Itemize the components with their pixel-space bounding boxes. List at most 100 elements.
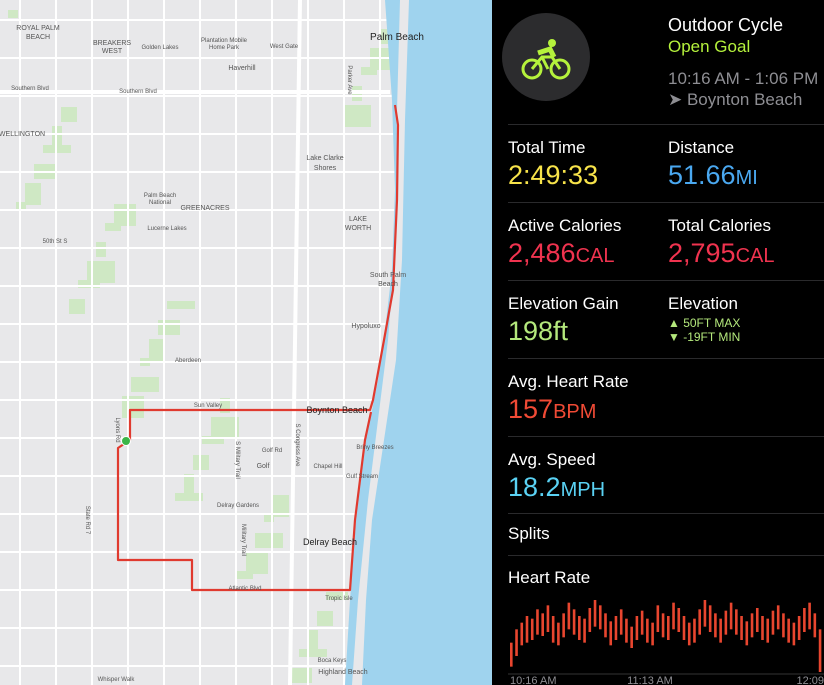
map-park [184,474,194,496]
map-label: Haverhill [228,65,256,72]
heart-rate-bar [787,618,790,643]
x-tick-label: 11:13 AM [627,675,673,685]
heart-rate-bar [557,622,560,646]
heart-rate-bar [609,621,613,646]
workout-title: Outdoor Cycle [668,15,784,35]
heart-rate-bar [598,605,602,630]
map-park [167,301,195,309]
heart-rate-bar [776,605,780,630]
workout-panel: Outdoor Cycle Open Goal 10:16 AM - 1:06 … [492,0,824,685]
heart-rate-bar [724,610,728,635]
map-label: ROYAL PALM [16,25,60,32]
workout-location-row: ➤ Boynton Beach [668,90,803,109]
map-park [308,630,318,652]
map-park [158,320,180,335]
heart-rate-bar [520,622,524,646]
metric-value: 2,795 [668,238,736,268]
metric-value-row: 2,795CAL [668,238,774,269]
metric-unit: CAL [735,245,775,267]
heart-rate-bar [687,622,691,646]
map-park [69,299,85,314]
start-point [121,436,131,446]
metric-label: Elevation [668,294,738,313]
map-label: WELLINGTON [0,131,45,138]
heart-rate-bar [750,613,754,638]
map-label: Palm Beach [144,193,176,199]
map-label: S Congress Ave [294,424,300,468]
separator [508,358,824,359]
heart-rate-bar [808,602,811,630]
map-park [299,649,327,657]
map-park [264,514,274,522]
heart-rate-bar [635,616,639,640]
map-label: BEACH [26,34,50,41]
heart-rate-bar [510,642,513,667]
heart-rate-bar [546,605,550,632]
map-label: Southern Blvd [11,86,49,92]
heart-rate-chart: 10:16 AM 11:13 AM 12:09 [508,600,824,685]
map-label: Aberdeen [175,358,201,364]
separator [508,124,824,125]
metric-unit: MI [735,167,758,189]
heart-rate-bar [588,608,592,632]
map-label: Parker Ave [346,65,352,95]
map-label: West Gate [270,44,299,50]
heart-rate-bar [530,618,534,640]
separator [508,555,824,556]
metric-value-row: 51.66MI [668,160,758,191]
heart-rate-bar [761,616,764,640]
map-label: Home Park [209,45,240,51]
map-park [220,398,230,413]
heart-rate-bar [625,618,628,643]
heart-rate-bar [604,613,607,638]
heart-rate-bar [708,605,712,632]
map-park [105,223,121,231]
map-park [255,533,283,548]
metric-value-row: 157BPM [508,394,596,425]
heart-rate-bar [536,609,539,635]
heart-rate-bar [818,629,822,672]
map-label: Lucerne Lakes [147,226,186,232]
map-label: Southern Blvd [119,89,157,95]
section-title[interactable]: Splits [508,524,550,543]
map-park [317,611,333,626]
map-park [290,668,312,683]
map-label: WORTH [345,225,371,232]
map-park [87,261,115,283]
metric-label: Total Calories [668,216,771,235]
map-park [25,183,41,205]
heart-rate-bar [672,602,675,630]
heart-rate-bar [614,616,618,640]
heart-rate-bar [515,629,518,656]
metric-value-row: 2,486CAL [508,238,614,269]
map-label: Gulf Stream [346,474,378,480]
map-park [8,10,18,18]
map-label: Golf [257,463,270,470]
map-label: WEST [102,48,123,55]
heart-rate-bar [651,622,654,646]
heart-rate-bar [719,618,722,643]
heart-rate-bar [792,622,796,646]
separator [508,513,824,514]
map-label: Highland Beach [318,669,368,676]
heart-rate-bar [562,613,565,638]
map-park [202,436,224,444]
heart-rate-bar [682,616,686,640]
map-label: Golden Lakes [141,45,178,51]
map-park [211,417,239,439]
heart-rate-bar [619,609,623,635]
heart-rate-bar [745,621,749,646]
metric-value: 198ft [508,316,569,346]
map-label: Lyons Rd [114,417,120,442]
heart-rate-bar [656,605,660,632]
metric-label: Elevation Gain [508,294,619,313]
map-park [361,67,377,75]
map-label: Briny Breezes [356,445,393,451]
map-label: South Palm [370,272,406,279]
heart-rate-bar [677,608,681,632]
map-water [345,0,492,685]
heart-rate-bar [771,610,775,635]
workout-time: 10:16 AM - 1:06 PM [668,69,819,88]
